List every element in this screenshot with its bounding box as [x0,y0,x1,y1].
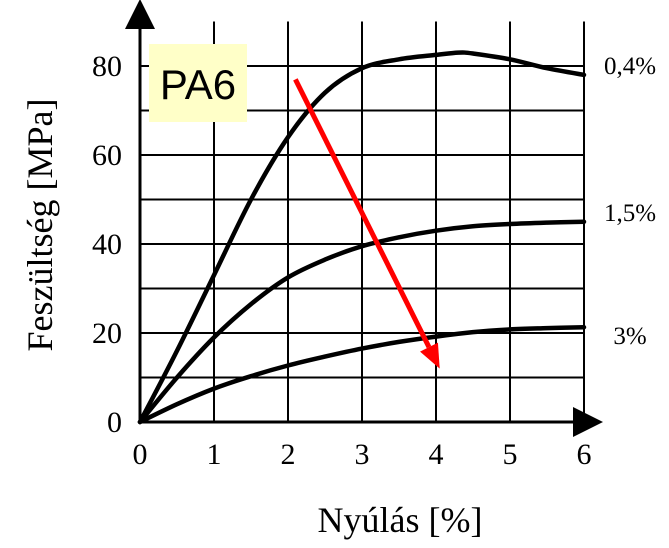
x-tick-label: 4 [429,438,444,471]
series-label-2: 3% [613,323,646,350]
y-tick-label: 40 [92,228,122,261]
annotation-badge-text: PA6 [160,61,236,108]
series-label-0: 0,4% [604,53,656,80]
y-tick-label: 60 [92,139,122,172]
x-tick-label: 0 [133,438,148,471]
y-tick-label: 0 [107,406,122,439]
x-axis-title: Nyúlás [%] [318,500,483,540]
series-curve-2 [137,324,587,425]
series-label-1: 1,5% [604,200,656,227]
y-tick-label: 20 [92,317,122,350]
series-curve-1 [137,219,587,425]
axes [125,0,603,437]
x-tick-label: 1 [207,438,222,471]
series-labels: 0,4% 1,5% 3% [604,53,656,350]
annotation-badge-box [149,44,247,122]
trend-arrow-shaft [293,78,432,349]
x-tick-label: 2 [281,438,296,471]
series-curve-0 [137,50,587,425]
trend-arrow [293,78,440,369]
x-tick-label: 3 [355,438,370,471]
y-axis-title: Feszültség [MPa] [20,99,60,352]
series-curves [137,50,587,425]
x-tick-label: 6 [577,438,592,471]
y-tick-label: 80 [92,50,122,83]
trend-arrow-head [420,342,440,369]
annotation-badge: PA6 [149,44,247,122]
x-tick-label: 5 [503,438,518,471]
